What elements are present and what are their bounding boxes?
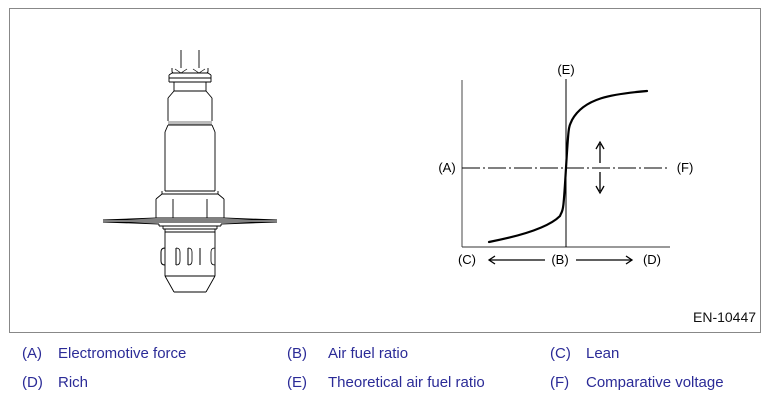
svg-text:(F): (F)	[677, 160, 694, 175]
svg-text:(C): (C)	[458, 252, 476, 267]
svg-text:(E): (E)	[557, 62, 574, 77]
svg-text:(D): (D)	[643, 252, 661, 267]
svg-text:(A): (A)	[438, 160, 455, 175]
svg-text:(B): (B)	[551, 252, 568, 267]
